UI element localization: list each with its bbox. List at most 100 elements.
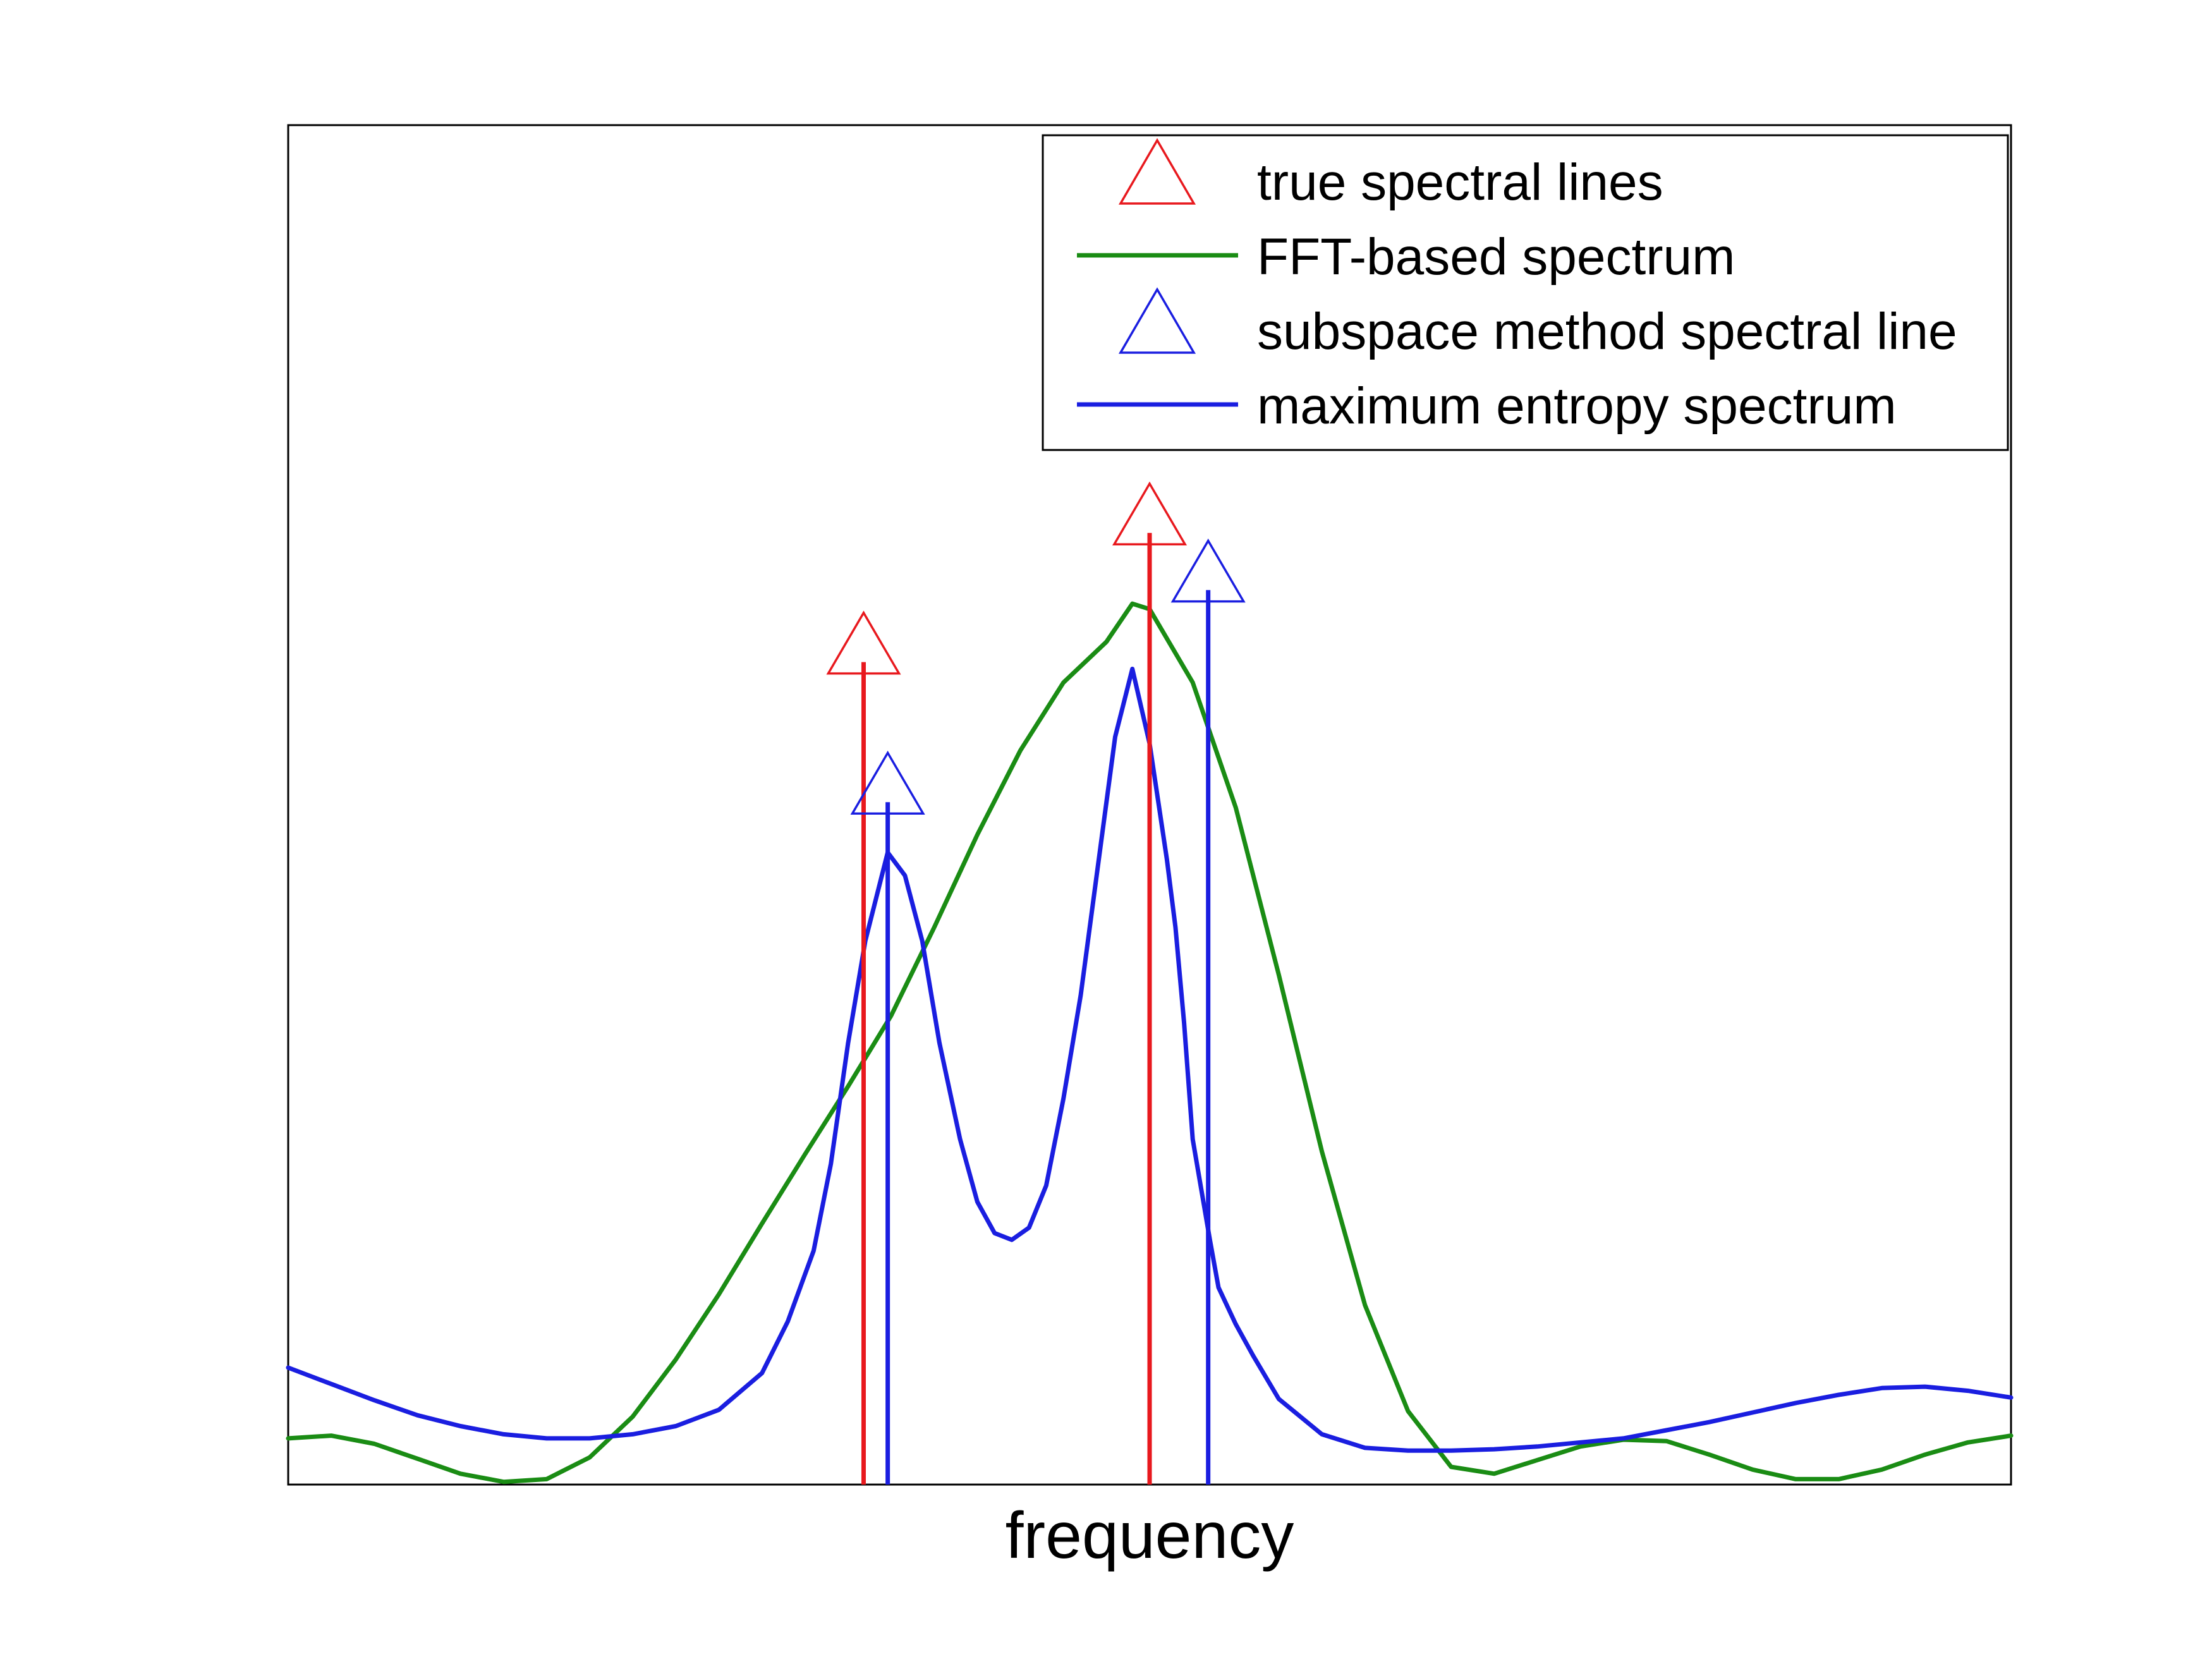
fft-based-spectrum-point [975,832,980,837]
true-spectral-lines-series [826,481,1188,1485]
maximum-entropy-spectrum-point [1217,1285,1221,1290]
maximum-entropy-spectrum-point [717,1407,721,1412]
fft-based-spectrum-point [1880,1468,1884,1472]
maximum-entropy-spectrum-point [1707,1420,1711,1425]
fft-based-spectrum-point [760,1222,764,1226]
legend-label: subspace method spectral line [1257,303,1957,360]
fft-based-spectrum-point [372,1442,377,1446]
true-spectral-lines-marker [826,611,901,675]
fft-based-spectrum-point [1923,1452,1927,1457]
maximum-entropy-spectrum-point [631,1432,635,1437]
maximum-entropy-spectrum-point [1449,1449,1454,1453]
fft-based-spectrum-point [1664,1439,1668,1443]
maximum-entropy-spectrum-point [1165,857,1169,861]
maximum-entropy-spectrum-point [1320,1432,1324,1437]
fft-based-spectrum-point [1751,1468,1755,1472]
legend-entry-fft-based-spectrum: FFT-based spectrum [1077,228,1735,286]
maximum-entropy-spectrum-point [1234,1322,1238,1327]
maximum-entropy-spectrum-point [1182,1020,1186,1024]
maximum-entropy-spectrum-point [1277,1397,1281,1401]
maximum-entropy-spectrum-series [286,666,2014,1453]
fft-based-spectrum-point [1707,1452,1711,1457]
maximum-entropy-spectrum-point [1363,1445,1367,1450]
maximum-entropy-spectrum-point [958,1137,963,1141]
fft-based-spectrum-point [1130,602,1134,606]
maximum-entropy-spectrum-line [286,666,2014,1453]
fft-based-spectrum-point [1578,1444,1583,1449]
maximum-entropy-spectrum-point [1251,1353,1255,1358]
maximum-entropy-spectrum-point [1794,1401,1798,1405]
maximum-entropy-spectrum-point [1966,1389,1970,1393]
fft-based-spectrum-point [415,1457,420,1461]
maximum-entropy-spectrum-point [329,1382,334,1386]
legend-entry-true-spectral-lines: true spectral lines [1118,138,1663,211]
legend-label: FFT-based spectrum [1257,228,1735,286]
fft-based-spectrum-point [1320,1150,1324,1154]
maximum-entropy-spectrum-point [760,1371,764,1375]
fft-based-spectrum-point [846,1084,851,1088]
maximum-entropy-spectrum-point [372,1398,377,1402]
legend-box [1042,134,2009,451]
maximum-entropy-spectrum-point [674,1424,678,1428]
fft-based-spectrum-point [803,1152,807,1157]
fft-based-spectrum-point [1535,1458,1540,1462]
maximum-entropy-spectrum-point [829,1162,833,1166]
legend-items: true spectral lines FFT-based spectrum sub… [1077,138,1957,435]
fft-based-spectrum-point [631,1414,635,1419]
maximum-entropy-spectrum-point [1406,1449,1410,1453]
fft-based-spectrum-line [286,601,2014,1485]
maximum-entropy-spectrum-point [1191,1137,1195,1141]
maximum-entropy-spectrum-point [1096,864,1100,868]
maximum-entropy-spectrum-point [1027,1225,1031,1230]
fft-based-spectrum-point [1104,640,1109,644]
fft-based-spectrum-point [1061,680,1066,684]
true-spectral-lines-marker [1112,481,1188,546]
fft-based-spectrum-point [501,1480,506,1484]
legend-entry-subspace-method-spectral-line: subspace method spectral line [1118,287,1957,360]
fft-based-spectrum-point [674,1358,678,1362]
fft-based-spectrum-point [1406,1409,1410,1413]
maximum-entropy-spectrum-point [811,1249,816,1253]
fft-based-spectrum-point [2009,1433,2014,1438]
maximum-entropy-spectrum-point [415,1413,420,1418]
maximum-entropy-spectrum-point [458,1424,463,1428]
subspace-method-spectral-line-series [850,538,1246,1485]
legend: true spectral lines FFT-based spectrum sub… [1042,134,2009,451]
maximum-entropy-spectrum-point [1492,1447,1497,1452]
maximum-entropy-spectrum-point [902,873,907,878]
maximum-entropy-spectrum-point [1173,925,1177,930]
maximum-entropy-spectrum-point [1535,1444,1540,1449]
fft-based-spectrum-point [329,1433,334,1438]
maximum-entropy-spectrum-point [1578,1440,1583,1445]
subspace-method-spectral-line-marker [850,750,925,815]
maximum-entropy-spectrum-point [1009,1237,1014,1242]
maximum-entropy-spectrum-point [1664,1428,1668,1433]
maximum-entropy-spectrum-point [1923,1385,1927,1389]
maximum-entropy-spectrum-point [846,1040,851,1045]
fft-based-spectrum-point [458,1471,463,1476]
series-layer [286,481,2014,1485]
maximum-entropy-spectrum-point [286,1366,291,1370]
fft-based-spectrum-point [1492,1471,1497,1476]
fft-based-spectrum-point [286,1436,291,1440]
maximum-entropy-spectrum-point [1130,667,1134,671]
fft-based-spectrum-point [717,1292,721,1296]
maximum-entropy-spectrum-point [1113,734,1117,739]
maximum-entropy-spectrum-point [1880,1386,1884,1390]
fft-based-spectrum-point [588,1455,592,1460]
fft-based-spectrum-point [1018,748,1023,753]
maximum-entropy-spectrum-point [588,1436,592,1440]
x-axis-label: frequency [1006,1499,1294,1572]
fft-based-spectrum-point [1966,1440,1970,1445]
fft-based-spectrum-point [1794,1477,1798,1481]
subspace-method-spectral-line-marker [1170,538,1246,603]
maximum-entropy-spectrum-point [786,1319,790,1323]
fft-based-spectrum-point [1449,1465,1454,1469]
maximum-entropy-spectrum-point [992,1231,997,1236]
fft-based-spectrum-series [286,601,2014,1485]
legend-label: true spectral lines [1257,154,1663,211]
legend-entry-maximum-entropy-spectrum: maximum entropy spectrum [1077,377,1897,435]
legend-label: maximum entropy spectrum [1257,377,1897,435]
maximum-entropy-spectrum-point [2009,1395,2014,1400]
